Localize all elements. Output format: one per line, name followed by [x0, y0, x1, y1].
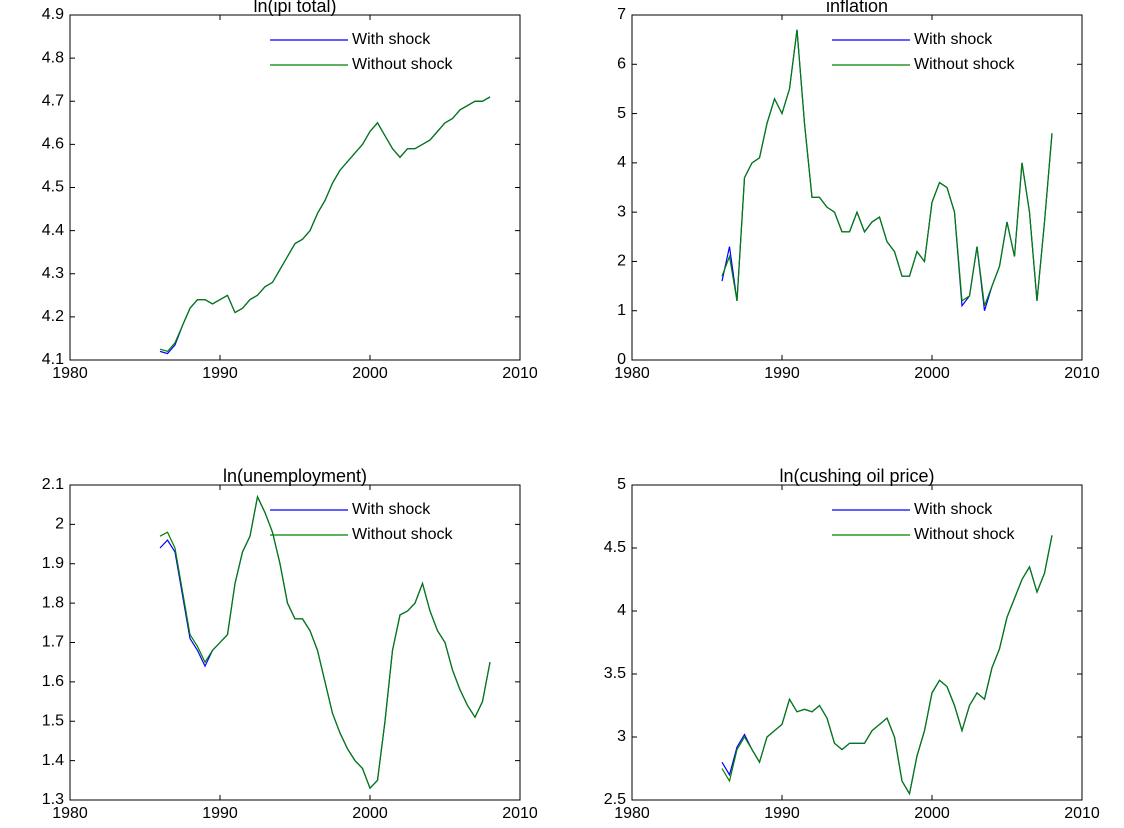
y-tick-label: 4.9 — [42, 6, 64, 23]
y-tick-label: 1.3 — [42, 791, 64, 808]
series-line — [721, 535, 1053, 796]
chart-title: ln(ipi total) — [253, 0, 336, 16]
y-tick-label: 1 — [617, 302, 626, 319]
y-tick-label: 4.8 — [42, 49, 64, 66]
x-tick-label: 2000 — [914, 805, 950, 822]
chart-title: ln(cushing oil price) — [779, 466, 934, 486]
legend-label: Without shock — [352, 526, 453, 543]
y-tick-label: 2.5 — [604, 791, 626, 808]
x-tick-label: 2010 — [1064, 365, 1100, 382]
legend-label: Without shock — [914, 526, 1015, 543]
x-tick-label: 2000 — [352, 805, 388, 822]
x-tick-label: 1990 — [202, 805, 238, 822]
series-line — [159, 96, 491, 355]
y-tick-label: 2 — [617, 253, 626, 270]
x-tick-label: 1990 — [764, 805, 800, 822]
x-tick-label: 1980 — [614, 365, 650, 382]
series-line — [159, 494, 491, 790]
y-tick-label: 1.5 — [42, 712, 64, 729]
legend-label: With shock — [352, 31, 431, 48]
y-tick-label: 4 — [617, 602, 626, 619]
chart-title: inflation — [826, 0, 888, 16]
chart-title: ln(unemployment) — [223, 466, 367, 486]
x-tick-label: 2010 — [502, 805, 538, 822]
legend-label: Without shock — [352, 56, 453, 73]
y-tick-label: 6 — [617, 56, 626, 73]
y-tick-label: 4.1 — [42, 351, 64, 368]
y-tick-label: 4.2 — [42, 308, 64, 325]
y-tick-label: 1.4 — [42, 752, 64, 769]
y-tick-label: 2.1 — [42, 476, 64, 493]
x-tick-label: 2000 — [352, 365, 388, 382]
axes-frame — [69, 14, 521, 361]
x-tick-label: 1990 — [202, 365, 238, 382]
y-tick-label: 4.6 — [42, 136, 64, 153]
series-line — [721, 29, 1053, 307]
y-tick-label: 0 — [617, 351, 626, 368]
x-tick-label: 2010 — [1064, 805, 1100, 822]
y-tick-label: 4.4 — [42, 222, 64, 239]
y-tick-label: 5 — [617, 105, 626, 122]
legend-label: With shock — [914, 501, 993, 518]
legend-label: With shock — [914, 31, 993, 48]
x-tick-label: 2000 — [914, 365, 950, 382]
axes-frame — [69, 484, 521, 801]
y-tick-label: 3 — [617, 728, 626, 745]
y-tick-label: 1.8 — [42, 594, 64, 611]
x-tick-label: 1980 — [52, 365, 88, 382]
y-tick-label: 2 — [55, 516, 64, 533]
series-line — [159, 96, 491, 353]
y-tick-label: 1.9 — [42, 555, 64, 572]
legend-label: With shock — [352, 501, 431, 518]
y-tick-label: 3 — [617, 203, 626, 220]
legend-label: Without shock — [914, 56, 1015, 73]
series-line — [721, 535, 1053, 796]
y-tick-label: 3.5 — [604, 665, 626, 682]
y-tick-label: 4.7 — [42, 92, 64, 109]
x-tick-label: 1980 — [52, 805, 88, 822]
y-tick-label: 1.7 — [42, 634, 64, 651]
axes-frame — [631, 484, 1083, 801]
x-tick-label: 1980 — [614, 805, 650, 822]
y-tick-label: 5 — [617, 476, 626, 493]
y-tick-label: 4 — [617, 154, 626, 171]
x-tick-label: 2010 — [502, 365, 538, 382]
x-tick-label: 1990 — [764, 365, 800, 382]
y-tick-label: 7 — [617, 6, 626, 23]
y-tick-label: 4.5 — [42, 179, 64, 196]
y-tick-label: 4.3 — [42, 265, 64, 282]
axes-frame — [631, 14, 1083, 361]
y-tick-label: 4.5 — [604, 539, 626, 556]
y-tick-label: 1.6 — [42, 673, 64, 690]
